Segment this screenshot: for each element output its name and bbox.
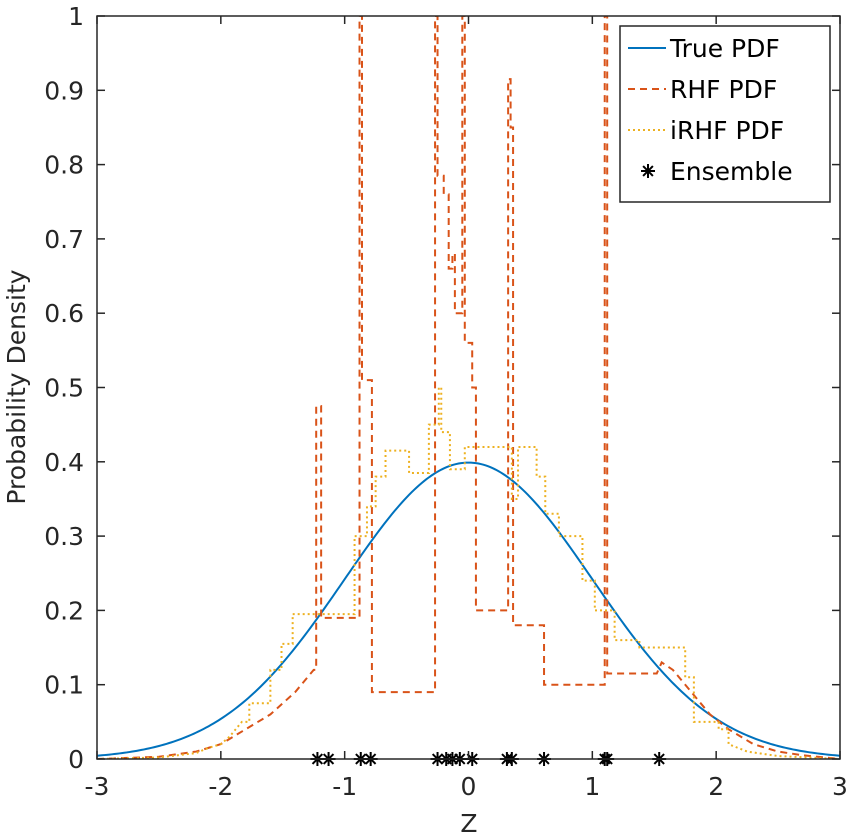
legend-label: Ensemble [670, 157, 793, 186]
x-tick-label: -2 [208, 772, 233, 801]
x-tick-label: 1 [584, 772, 600, 801]
legend-item: iRHF PDF [628, 116, 784, 145]
y-tick-label: 0.1 [44, 671, 84, 700]
y-tick-label: 0.2 [44, 596, 84, 625]
y-tick-label: 0 [68, 745, 84, 774]
y-tick-label: 0.7 [44, 225, 84, 254]
x-axis-label: Z [460, 809, 477, 838]
series-line-true-pdf [97, 461, 840, 757]
series-layer [97, 16, 840, 759]
y-tick-label: 0.5 [44, 374, 84, 403]
y-tick-label: 0.9 [44, 76, 84, 105]
legend-label: True PDF [669, 34, 780, 63]
legend-item: Ensemble [641, 157, 793, 186]
x-tick-label: 3 [832, 772, 848, 801]
x-axis: -3 -2 -1 0 1 2 3 [85, 16, 848, 801]
y-tick-label: 0.8 [44, 151, 84, 180]
legend-item: RHF PDF [628, 75, 777, 104]
legend-swatch [641, 164, 655, 178]
series-line-irhf-pdf [97, 386, 840, 759]
x-tick-label: 0 [461, 772, 477, 801]
y-tick-label: 1 [68, 2, 84, 31]
legend-label: iRHF PDF [670, 116, 784, 145]
x-tick-label: -3 [85, 772, 110, 801]
legend: True PDF RHF PDF iRHF PDF Ensemble [619, 25, 831, 203]
y-axis-label: Probability Density [2, 269, 31, 504]
legend-label: RHF PDF [670, 75, 777, 104]
legend-item: True PDF [628, 34, 780, 63]
series-line-rhf-pdf [97, 16, 840, 759]
x-tick-label: -1 [332, 772, 357, 801]
y-axis: 0 0.1 0.2 0.3 0.4 0.5 0.6 0.7 0.8 0.9 1 [44, 2, 840, 774]
legend-box [619, 25, 831, 203]
y-tick-label: 0.3 [44, 522, 84, 551]
y-tick-label: 0.6 [44, 299, 84, 328]
y-tick-label: 0.4 [44, 448, 84, 477]
x-tick-label: 2 [708, 772, 724, 801]
